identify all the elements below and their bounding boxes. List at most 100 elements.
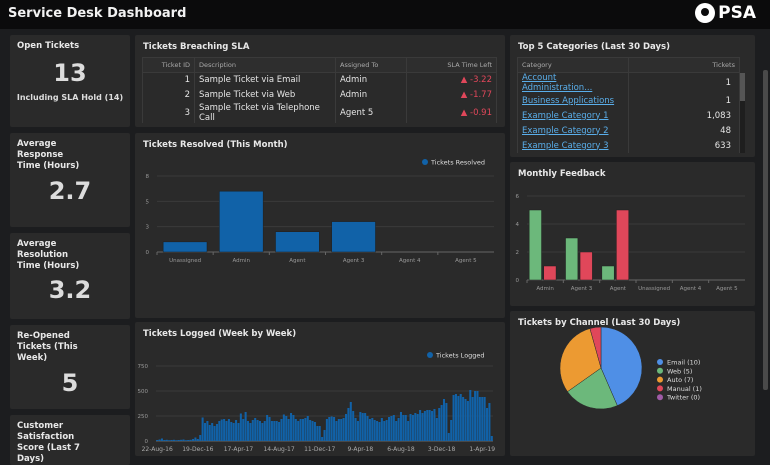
category-link[interactable]: Example Category 3 xyxy=(522,140,609,151)
bar xyxy=(254,418,257,441)
bar xyxy=(194,437,197,441)
x-tick-label: 11-Dec-17 xyxy=(304,446,335,453)
bar xyxy=(244,412,247,441)
ticket-id: 3 xyxy=(142,102,195,123)
bar xyxy=(471,397,474,441)
table-scrollbar[interactable] xyxy=(740,73,745,153)
x-tick-label: Agent xyxy=(289,258,306,264)
bar xyxy=(335,421,338,441)
page-title: Service Desk Dashboard xyxy=(8,6,187,21)
tickets-logged-panel: Tickets Logged (Week by Week) 0 250 500 750… xyxy=(135,322,505,456)
page-scrollbar[interactable] xyxy=(760,30,770,456)
ticket-assignee: Admin xyxy=(335,87,407,103)
bar xyxy=(373,420,376,441)
bar xyxy=(404,415,407,441)
col-assigned-to[interactable]: Assigned To xyxy=(335,57,407,73)
bar xyxy=(378,422,381,441)
bar xyxy=(528,209,542,281)
pie-slice xyxy=(589,326,602,369)
x-tick-label: Agent 3 xyxy=(571,286,593,292)
legend-marker xyxy=(657,394,663,401)
ticket-count: 48 xyxy=(628,123,740,138)
tickets-resolved-chart: 0 3 5 8 Unassigned Admin Agent Agent 3 Agent 4 Ag… xyxy=(146,159,494,264)
bar xyxy=(211,423,214,441)
kpi-average-response-time[interactable]: Average Response Time (Hours) 2.7 xyxy=(10,133,130,227)
bar xyxy=(385,420,388,441)
bar xyxy=(163,440,166,441)
bar xyxy=(340,419,343,441)
table-row[interactable]: 1 Sample Ticket via Email Admin ▲ -3.22 xyxy=(142,72,497,88)
table-row[interactable]: 3 Sample Ticket via Telephone Call Agent… xyxy=(142,102,497,123)
kpi-value: 13 xyxy=(53,59,87,87)
col-ticket-id[interactable]: Ticket ID xyxy=(142,57,195,73)
bar xyxy=(263,421,266,441)
legend-marker xyxy=(657,359,663,365)
bar xyxy=(165,439,168,441)
bar xyxy=(347,408,350,441)
category-link[interactable]: Business Applications xyxy=(522,95,615,106)
bar xyxy=(199,435,202,441)
category-link[interactable]: Example Category 2 xyxy=(522,125,609,136)
bar xyxy=(223,419,226,441)
category-link[interactable]: Example Category 1 xyxy=(522,110,609,121)
bar xyxy=(364,413,367,441)
sla-value: -1.77 xyxy=(470,90,492,100)
x-tick-label: Admin xyxy=(232,258,250,264)
kpi-title: Average Response Time (Hours) xyxy=(17,139,80,171)
col-sla-time-left[interactable]: SLA Time Left xyxy=(406,57,497,73)
col-tickets[interactable]: Tickets xyxy=(628,57,740,73)
kpi-reopened-tickets[interactable]: Re-Opened Tickets (This Week) 5 xyxy=(10,325,130,409)
kpi-average-resolution-time[interactable]: Average Resolution Time (Hours) 3.2 xyxy=(10,233,130,319)
bar xyxy=(474,391,477,441)
bar xyxy=(189,439,192,441)
bar xyxy=(383,421,386,441)
bar xyxy=(399,412,402,441)
category-cell: Example Category 3 xyxy=(517,138,629,153)
categories-table: Category Tickets Account Administration.… xyxy=(517,57,740,153)
table-row: Example Category 3 633 xyxy=(517,138,740,153)
bar xyxy=(275,421,278,441)
ticket-count: 1 xyxy=(628,72,740,93)
bar xyxy=(256,420,259,441)
ticket-assignee: Agent 5 xyxy=(335,102,407,123)
bar xyxy=(294,419,297,441)
scrollbar-thumb[interactable] xyxy=(763,70,768,390)
table-row[interactable]: 2 Sample Ticket via Web Admin ▲ -1.77 xyxy=(142,87,497,103)
x-tick-label: Agent 5 xyxy=(455,258,477,264)
bar xyxy=(361,413,364,441)
bar xyxy=(442,399,446,441)
bar xyxy=(203,423,207,441)
sla-value: -0.91 xyxy=(470,107,492,118)
x-tick-label: 22-Aug-16 xyxy=(142,446,173,453)
kpi-value: 2.7 xyxy=(48,177,92,205)
bar xyxy=(268,417,271,441)
bar xyxy=(354,418,357,441)
kpi-open-tickets[interactable]: Open Tickets 13 Including SLA Hold (14) xyxy=(10,35,130,127)
kpi-customer-satisfaction[interactable]: Customer Satisfaction Score (Last 7 Days… xyxy=(10,415,130,465)
category-link[interactable]: Account Administration... xyxy=(522,73,593,93)
bar xyxy=(390,416,393,441)
x-tick-label: 9-Apr-18 xyxy=(348,446,374,453)
y-tick-label: 0 xyxy=(145,439,149,445)
bar xyxy=(175,440,178,441)
bar xyxy=(371,418,374,441)
col-category[interactable]: Category xyxy=(517,57,629,73)
legend-marker xyxy=(422,159,428,165)
x-tick-label: Unassigned xyxy=(638,286,670,292)
monthly-feedback-panel: Monthly Feedback 0 2 4 6 Admin Agent 3 Agent Un… xyxy=(510,162,755,306)
bar xyxy=(421,413,424,441)
bar xyxy=(359,412,362,441)
x-tick-label: 3-Dec-18 xyxy=(428,446,456,453)
y-tick-label: 5 xyxy=(146,199,150,205)
bar xyxy=(208,425,211,441)
y-tick-label: 2 xyxy=(516,250,520,256)
bar xyxy=(440,405,443,441)
table-scrollbar-thumb[interactable] xyxy=(740,73,745,101)
ticket-count: 1,083 xyxy=(628,108,740,123)
bar xyxy=(251,420,254,441)
ticket-count: 1 xyxy=(628,93,740,108)
bar xyxy=(435,418,438,441)
col-description[interactable]: Description xyxy=(194,57,336,73)
kpi-value: 5 xyxy=(61,369,79,397)
bar xyxy=(466,401,469,441)
